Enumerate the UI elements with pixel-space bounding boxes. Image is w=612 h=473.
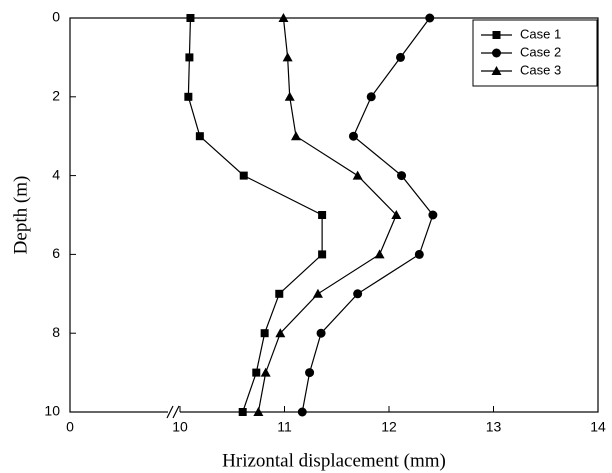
y-axis-title: Depth (m) bbox=[10, 176, 31, 255]
plot-frame bbox=[69, 17, 599, 413]
marker bbox=[395, 52, 405, 62]
x-tick-label: 0 bbox=[66, 419, 74, 435]
legend-label: Case 2 bbox=[520, 44, 561, 59]
marker bbox=[428, 210, 438, 220]
marker bbox=[275, 328, 286, 338]
marker bbox=[305, 368, 315, 378]
marker bbox=[186, 14, 195, 22]
marker bbox=[425, 13, 435, 23]
y-tick-label: 10 bbox=[44, 403, 60, 419]
y-tick-label: 2 bbox=[52, 88, 60, 104]
y-tick-label: 6 bbox=[52, 245, 60, 261]
marker bbox=[290, 131, 301, 141]
marker bbox=[185, 53, 194, 62]
x-tick-label: 11 bbox=[277, 419, 292, 435]
marker bbox=[352, 170, 363, 180]
marker bbox=[252, 368, 261, 377]
marker bbox=[312, 288, 323, 298]
x-tick-label: 10 bbox=[172, 419, 188, 435]
marker bbox=[353, 289, 363, 299]
marker bbox=[238, 408, 247, 416]
marker bbox=[184, 92, 193, 101]
legend-label: Case 3 bbox=[520, 62, 561, 77]
marker bbox=[284, 91, 295, 101]
x-tick-label: 14 bbox=[590, 419, 606, 435]
marker bbox=[318, 211, 327, 219]
axis-break bbox=[166, 404, 180, 420]
legend-marker bbox=[492, 31, 501, 39]
x-axis-title: Hrizontal displacement (mm) bbox=[222, 450, 446, 471]
series-line bbox=[257, 17, 398, 413]
series-line bbox=[187, 17, 323, 413]
marker bbox=[278, 13, 289, 22]
marker bbox=[318, 250, 327, 259]
marker bbox=[397, 171, 407, 181]
legend-marker bbox=[492, 48, 501, 58]
y-tick-label: 4 bbox=[52, 166, 60, 182]
marker bbox=[391, 210, 402, 219]
marker bbox=[275, 289, 284, 298]
marker bbox=[297, 407, 307, 417]
marker bbox=[374, 249, 385, 259]
marker bbox=[239, 171, 248, 180]
marker bbox=[282, 52, 293, 62]
x-tick-label: 13 bbox=[486, 419, 502, 435]
marker bbox=[348, 131, 358, 141]
legend-label: Case 1 bbox=[520, 26, 561, 41]
marker bbox=[195, 132, 204, 141]
y-tick-label: 0 bbox=[52, 9, 60, 25]
marker bbox=[414, 249, 424, 259]
marker bbox=[316, 328, 326, 338]
marker bbox=[260, 367, 271, 377]
marker bbox=[260, 329, 269, 338]
y-tick-label: 8 bbox=[52, 324, 60, 340]
legend-marker bbox=[491, 66, 502, 75]
marker bbox=[253, 407, 264, 416]
x-tick-label: 12 bbox=[381, 419, 397, 435]
marker bbox=[366, 92, 376, 102]
